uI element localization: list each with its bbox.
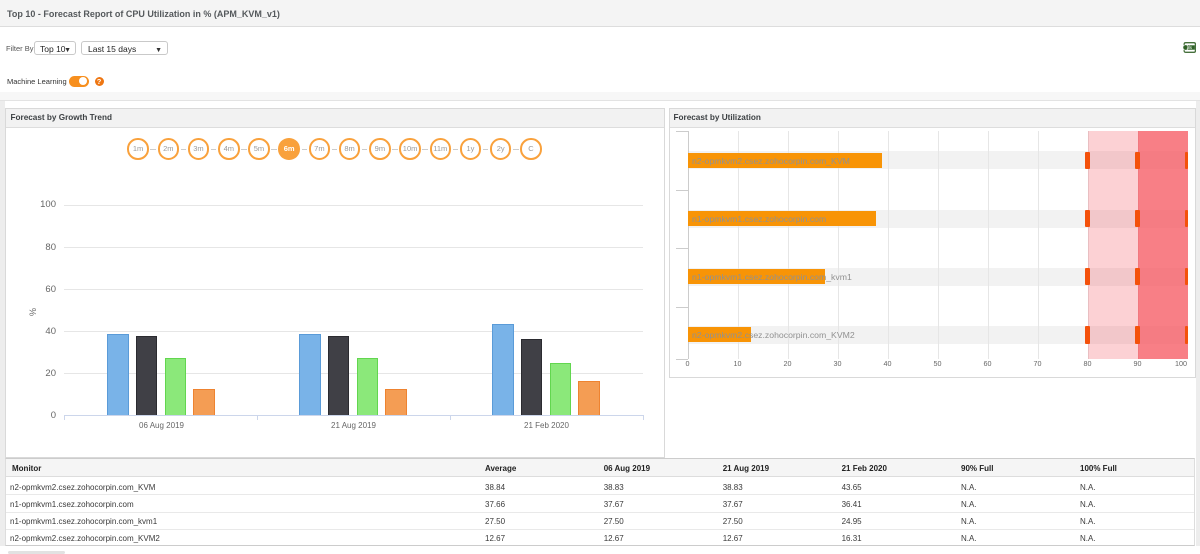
svg-text:xls: xls bbox=[1186, 45, 1191, 50]
